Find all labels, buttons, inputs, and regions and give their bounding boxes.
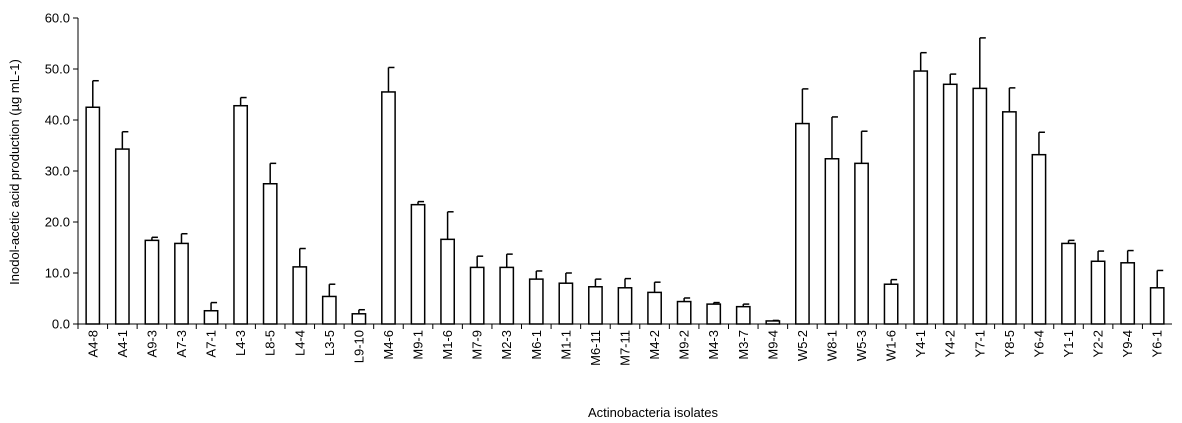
bar-W5-2 [795,122,810,325]
x-tick-label: M1-6 [440,330,455,360]
x-tick-label: M9-4 [765,330,780,360]
x-tick-label: M4-6 [381,330,396,360]
x-tick-label: M4-3 [706,330,721,360]
x-tick-label: W5-3 [854,330,869,361]
x-tick-label: Y7-1 [972,330,987,357]
bar-M9-2 [676,300,692,325]
x-tick-label: L4-4 [292,330,307,356]
bar-A4-1 [114,148,130,325]
bar-L8-5 [262,183,278,325]
x-tick-label: M9-1 [411,330,426,360]
bar-Y2-2 [1090,260,1106,325]
bar-W1-6 [883,283,899,325]
x-tick-label: A7-1 [204,330,219,357]
bar-M4-2 [647,291,662,325]
x-tick-label: Y4-1 [913,330,928,357]
x-tick-label: M1-1 [558,330,573,360]
y-tick-label: 0.0 [52,317,70,332]
x-tick-label: M7-11 [618,330,633,366]
x-tick-label: L8-5 [263,330,278,356]
bar-M9-1 [410,203,426,325]
bar-M2-3 [499,266,515,325]
x-tick-label: M9-2 [677,330,692,360]
bar-M3-7 [735,305,751,325]
x-tick-label: L4-3 [233,330,248,356]
bar-M4-3 [706,303,722,325]
y-tick-label: 40.0 [45,113,70,128]
x-tick-label: A4-1 [115,330,130,357]
bars-layer [85,37,1165,325]
bar-M4-6 [381,91,396,325]
x-tick-label: A4-8 [85,330,100,357]
x-tick-label: W8-1 [824,330,839,361]
y-axis-title: Inodol-acetic acid production (µg mL-1) [7,59,22,285]
x-tick-label: Y1-1 [1061,330,1076,357]
x-tick-label: Y8-5 [1002,330,1017,357]
bar-A7-1 [203,309,219,325]
x-tick-label: Y4-2 [943,330,958,357]
bar-L4-3 [233,104,249,325]
x-tick-label: A9-3 [144,330,159,357]
x-tick-label: L3-5 [322,330,337,356]
bar-M6-11 [588,286,603,325]
bar-L4-4 [292,266,308,325]
bar-A9-3 [144,239,160,325]
x-tick-label: M6-1 [529,330,544,360]
x-tick-label: A7-3 [174,330,189,357]
axes-layer: A4-8 A4-1 A9-3 A7-3 A7-1 L4-3 L8-5 L4-4 L3-5 L9-1… [45,11,1172,366]
bar-Y6-4 [1031,153,1047,325]
x-tick-label: M4-2 [647,330,662,360]
y-tick-label: 30.0 [45,164,70,179]
bar-Y4-2 [942,83,958,325]
bar-M1-6 [440,238,455,325]
y-tick-label: 50.0 [45,62,70,77]
bar-W5-3 [854,162,869,325]
bar-A7-3 [174,242,189,325]
bar-M7-9 [469,266,485,325]
y-tick-label: 60.0 [45,11,70,26]
bar-M6-1 [528,278,544,325]
bar-Y4-1 [913,70,929,325]
bar-Y9-4 [1120,262,1136,325]
x-tick-label: W1-6 [884,330,899,361]
bar-Y1-1 [1061,242,1076,325]
bar-M1-1 [558,282,574,325]
bar-L9-10 [351,313,367,325]
x-tick-label: Y9-4 [1120,330,1135,357]
bar-Y6-1 [1149,287,1165,325]
x-tick-label: M2-3 [499,330,514,360]
bar-M7-11 [617,287,633,325]
x-tick-label: M3-7 [736,330,751,360]
bar-Y8-5 [1001,111,1017,325]
bar-W8-1 [824,158,840,325]
x-tick-label: Y6-1 [1150,330,1165,357]
x-tick-label: M7-9 [470,330,485,360]
x-tick-label: W5-2 [795,330,810,361]
y-tick-label: 10.0 [45,266,70,281]
x-tick-label: Y2-2 [1091,330,1106,357]
x-tick-label: Y6-4 [1031,330,1046,357]
y-tick-label: 20.0 [45,215,70,230]
x-axis-title: Actinobacteria isolates [588,405,719,420]
bar-A4-8 [85,106,101,325]
x-tick-label: M6-11 [588,330,603,366]
x-tick-label: L9-10 [351,330,366,363]
bar-Y7-1 [972,87,988,325]
bar-L3-5 [321,295,337,325]
